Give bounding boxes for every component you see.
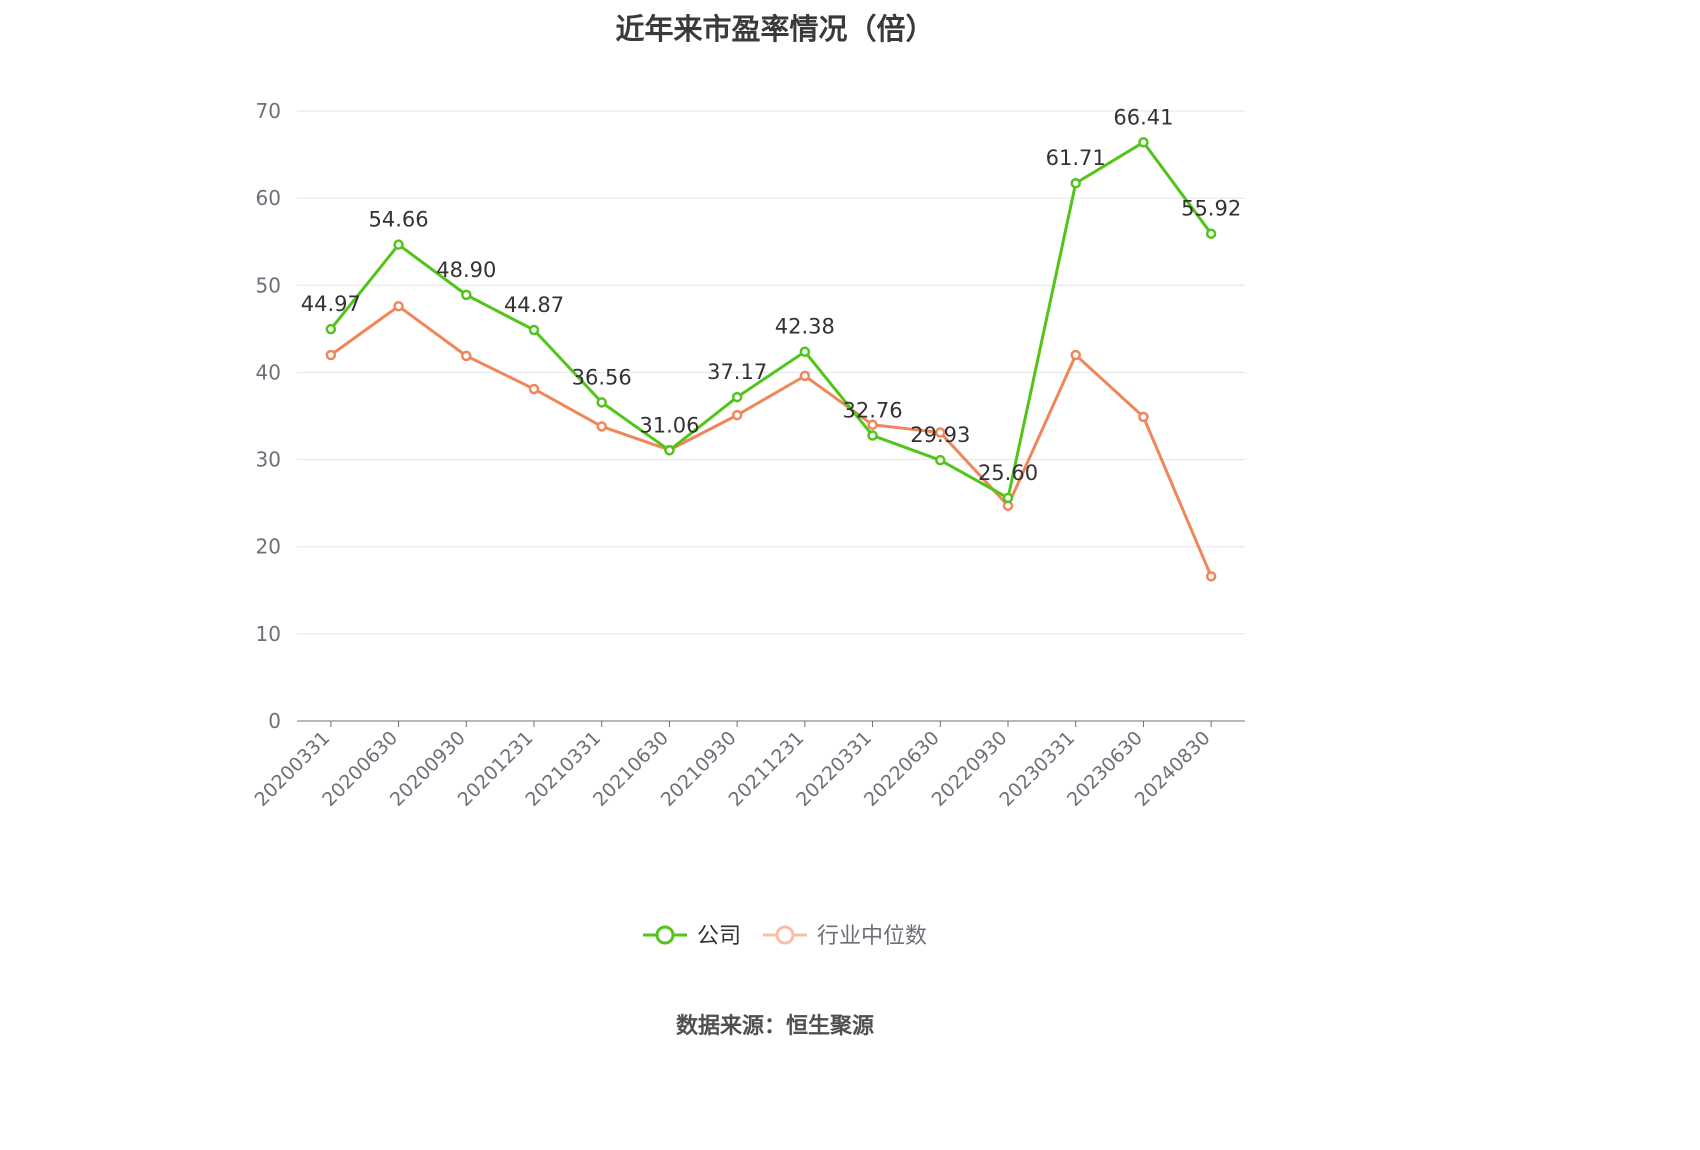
data-point-company: [461, 289, 472, 301]
data-point-company: [1205, 228, 1217, 239]
legend-marker-icon: [775, 925, 795, 945]
data-point-industry-median: [799, 370, 811, 382]
data-point-company: [1070, 177, 1081, 189]
data-labels: 44.97 54.66 48.90 44.87 36.56 31.06 37.17 42.38…: [301, 105, 1241, 485]
y-tick-label: 70: [256, 99, 281, 123]
data-point-industry-median: [1138, 411, 1149, 423]
y-tick-label: 10: [256, 622, 281, 646]
legend-label: 公司: [697, 924, 741, 949]
data-label: 61.71: [1046, 146, 1106, 170]
y-tick-label: 60: [256, 186, 281, 210]
data-point-industry-median: [1205, 571, 1217, 582]
data-point-company: [1138, 137, 1149, 148]
data-label: 32.76: [843, 399, 903, 423]
data-point-industry-median: [461, 350, 472, 362]
data-label: 25.60: [978, 461, 1038, 485]
data-label: 44.87: [504, 293, 564, 317]
data-point-company: [664, 445, 675, 456]
data-point-company: [935, 454, 946, 466]
data-label: 31.06: [639, 413, 699, 437]
data-point-company: [596, 397, 607, 408]
y-tick-label: 30: [256, 448, 281, 472]
data-label: 48.90: [436, 258, 496, 282]
data-point-industry-median: [935, 427, 946, 438]
data-label: 55.92: [1181, 197, 1241, 221]
legend: 公司 行业中位数: [643, 924, 927, 949]
data-point-company: [731, 391, 743, 403]
data-label: 36.56: [572, 365, 632, 389]
data-label: 44.97: [301, 292, 361, 316]
gridlines: [297, 110, 1245, 635]
y-tick-label: 40: [256, 360, 281, 384]
legend-label: 行业中位数: [817, 924, 927, 949]
data-label: 42.38: [775, 315, 835, 339]
data-point-company: [528, 324, 540, 336]
series-line-company: [329, 140, 1213, 500]
data-point-company: [799, 346, 811, 357]
data-point-industry-median: [325, 349, 337, 361]
legend-marker-icon: [655, 925, 675, 945]
y-tick-label: 50: [256, 273, 281, 297]
data-point-industry-median: [528, 383, 540, 395]
data-point-company: [393, 239, 404, 250]
series-line-industry-median: [329, 304, 1213, 577]
data-point-industry-median: [1070, 349, 1081, 361]
data-point-industry-median: [596, 421, 607, 432]
data-label: 37.17: [707, 360, 767, 384]
data-label: 29.93: [910, 423, 970, 447]
y-tick-label: 0: [268, 709, 281, 733]
data-point-company: [1002, 492, 1014, 504]
series: [325, 137, 1217, 582]
data-point-industry-median: [867, 419, 878, 430]
data-source: 数据来源：恒生聚源: [675, 1014, 874, 1039]
data-point-industry-median: [731, 409, 743, 421]
axes: 0102030405060702020033120200630202009302…: [250, 99, 1245, 811]
data-point-company: [325, 323, 337, 335]
data-label: 66.41: [1113, 105, 1173, 129]
data-point-industry-median: [393, 300, 404, 312]
chart-title: 近年来市盈率情况（倍）: [615, 12, 935, 46]
data-point-company: [867, 430, 878, 441]
line-chart: 0102030405060702020033120200630202009302…: [250, 99, 1245, 949]
data-label: 54.66: [369, 208, 429, 232]
y-tick-label: 20: [256, 535, 281, 559]
